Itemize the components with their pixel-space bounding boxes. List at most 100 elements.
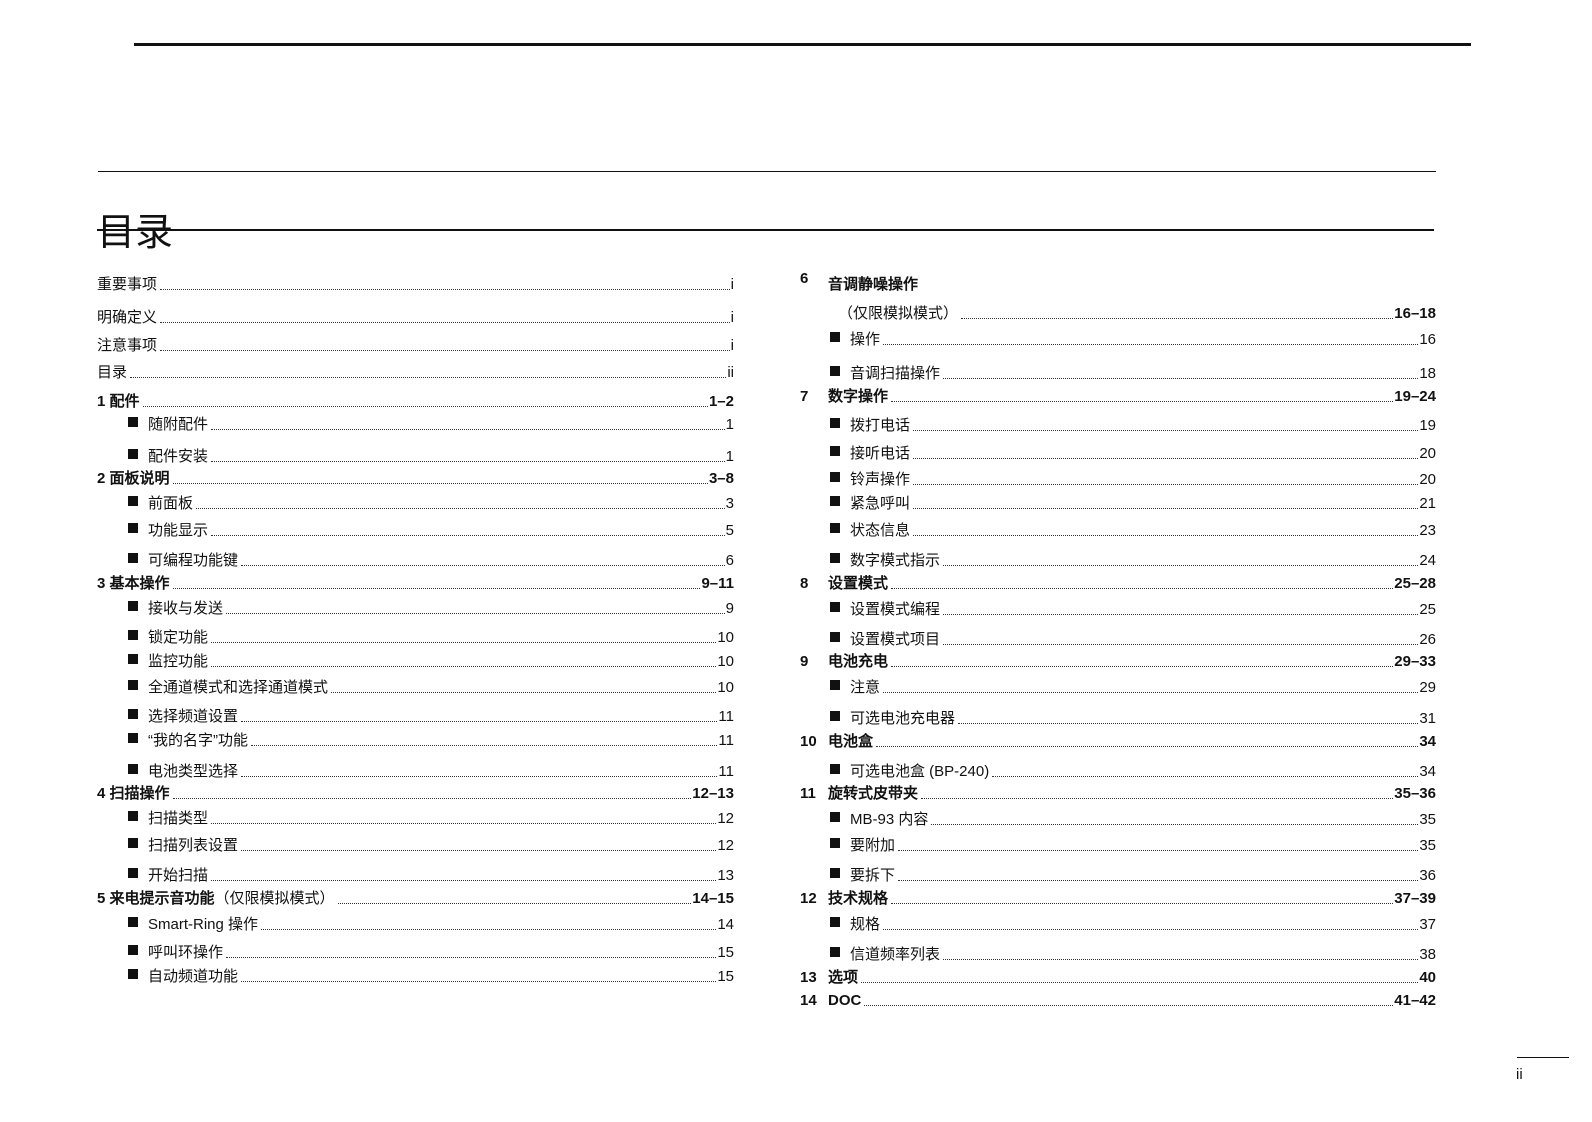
toc-entry[interactable]: 规格 37	[830, 916, 1436, 934]
toc-entry[interactable]: 重要事项 i	[97, 276, 734, 294]
bullet-square-icon	[128, 553, 138, 563]
toc-page-number: 16–18	[1394, 305, 1436, 322]
toc-entry[interactable]: 接收与发送 9	[128, 600, 734, 618]
toc-entry-title: 设置模式项目	[850, 631, 941, 648]
toc-entry[interactable]: 电池类型选择 11	[128, 763, 734, 781]
toc-entry-title: 自动频道功能	[148, 968, 239, 985]
toc-page-number: 29–33	[1394, 653, 1436, 670]
toc-chapter-number: 11	[800, 785, 816, 802]
toc-entry[interactable]: 音调静噪操作	[828, 276, 1436, 294]
toc-entry-title: 音调静噪操作	[828, 276, 919, 293]
toc-entry-title: 技术规格	[828, 890, 889, 907]
dot-leader	[891, 588, 1394, 589]
toc-entry-label: 3 基本操作	[97, 575, 170, 593]
toc-entry[interactable]: 旋转式皮带夹 35–36	[828, 785, 1436, 803]
toc-page-number: 20	[1419, 445, 1436, 462]
toc-entry[interactable]: 可选电池充电器 31	[830, 710, 1436, 728]
toc-entry[interactable]: 数字模式指示 24	[830, 552, 1436, 570]
toc-entry-title: 可编程功能键	[148, 552, 239, 569]
toc-entry[interactable]: 音调扫描操作 18	[830, 365, 1436, 383]
dot-leader	[211, 461, 725, 462]
toc-entry[interactable]: 注意 29	[830, 679, 1436, 697]
toc-entry-title: 注意	[850, 679, 881, 696]
toc-entry[interactable]: 选项 40	[828, 969, 1436, 987]
toc-entry[interactable]: DOC 41–42	[828, 992, 1436, 1010]
dot-leader	[241, 721, 718, 722]
toc-entry[interactable]: 随附配件 1	[128, 416, 734, 434]
toc-page-number: 34	[1419, 763, 1436, 780]
toc-entry[interactable]: 设置模式 25–28	[828, 575, 1436, 593]
toc-entry-title: 接听电话	[850, 445, 911, 462]
toc-entry-title: 呼叫环操作	[148, 944, 224, 961]
bullet-square-icon	[128, 630, 138, 640]
toc-entry-title: （仅限模拟模式）	[838, 305, 959, 322]
bullet-square-icon	[128, 868, 138, 878]
toc-entry-label: 注意	[830, 679, 880, 697]
toc-entry[interactable]: 呼叫环操作 15	[128, 944, 734, 962]
toc-entry-title: 配件安装	[148, 448, 209, 465]
toc-entry[interactable]: 拨打电话 19	[830, 417, 1436, 435]
toc-entry[interactable]: 电池盒 34	[828, 733, 1436, 751]
dot-leader	[913, 484, 1419, 485]
dot-leader	[331, 692, 717, 693]
toc-entry[interactable]: 技术规格 37–39	[828, 890, 1436, 908]
toc-entry[interactable]: 5 来电提示音功能（仅限模拟模式） 14–15	[97, 890, 734, 908]
toc-entry[interactable]: 1 配件 1–2	[97, 393, 734, 411]
toc-entry-label: 数字操作	[828, 388, 888, 406]
toc-entry-title: 数字操作	[828, 388, 889, 405]
toc-entry[interactable]: 紧急呼叫 21	[830, 495, 1436, 513]
toc-entry[interactable]: 要拆下 36	[830, 867, 1436, 885]
toc-entry[interactable]: 可编程功能键 6	[128, 552, 734, 570]
toc-entry[interactable]: 自动频道功能 15	[128, 968, 734, 986]
toc-entry[interactable]: 锁定功能 10	[128, 629, 734, 647]
toc-entry[interactable]: 配件安装 1	[128, 448, 734, 466]
bullet-square-icon	[128, 709, 138, 719]
toc-entry[interactable]: （仅限模拟模式） 16–18	[838, 305, 1436, 323]
toc-entry-title: 电池盒	[828, 733, 874, 750]
toc-entry[interactable]: 开始扫描 13	[128, 867, 734, 885]
toc-page-number: 10	[717, 653, 734, 670]
toc-entry[interactable]: 设置模式编程 25	[830, 601, 1436, 619]
toc-entry[interactable]: 操作 16	[830, 331, 1436, 349]
toc-entry[interactable]: 扫描列表设置 12	[128, 837, 734, 855]
bullet-square-icon	[830, 366, 840, 376]
toc-entry-label: 2 面板说明	[97, 470, 170, 488]
toc-entry[interactable]: 要附加 35	[830, 837, 1436, 855]
toc-entry-label: 紧急呼叫	[830, 495, 910, 513]
bullet-square-icon	[830, 553, 840, 563]
toc-entry-title: 电池充电	[828, 653, 889, 670]
toc-entry[interactable]: 可选电池盒 (BP-240) 34	[830, 763, 1436, 781]
toc-entry[interactable]: 2 面板说明 3–8	[97, 470, 734, 488]
toc-entry[interactable]: 功能显示 5	[128, 522, 734, 540]
toc-entry[interactable]: “我的名字”功能 11	[128, 732, 734, 750]
toc-entry[interactable]: 信道频率列表 38	[830, 946, 1436, 964]
toc-entry[interactable]: 前面板 3	[128, 495, 734, 513]
toc-entry[interactable]: 4 扫描操作 12–13	[97, 785, 734, 803]
toc-entry-title: 选择频道设置	[148, 708, 239, 725]
toc-entry-title: 扫描列表设置	[148, 837, 239, 854]
toc-entry-title: 5 来电提示音功能	[97, 890, 215, 907]
toc-entry[interactable]: 3 基本操作 9–11	[97, 575, 734, 593]
toc-entry[interactable]: 明确定义 i	[97, 309, 734, 327]
toc-entry[interactable]: 铃声操作 20	[830, 471, 1436, 489]
bullet-square-icon	[128, 654, 138, 664]
toc-entry-label: 电池盒	[828, 733, 873, 751]
toc-entry[interactable]: 全通道模式和选择通道模式 10	[128, 679, 734, 697]
toc-entry[interactable]: 注意事项 i	[97, 337, 734, 355]
toc-page-number: 9	[725, 600, 734, 617]
toc-entry[interactable]: 目录 ii	[97, 364, 734, 382]
toc-entry[interactable]: 设置模式项目 26	[830, 631, 1436, 649]
toc-page-number: 25–28	[1394, 575, 1436, 592]
toc-entry[interactable]: 监控功能 10	[128, 653, 734, 671]
toc-entry[interactable]: MB-93 内容 35	[830, 811, 1436, 829]
toc-entry[interactable]: 选择频道设置 11	[128, 708, 734, 726]
toc-entry[interactable]: 扫描类型 12	[128, 810, 734, 828]
toc-entry[interactable]: Smart-Ring 操作 14	[128, 916, 734, 934]
toc-entry[interactable]: 接听电话 20	[830, 445, 1436, 463]
toc-entry[interactable]: 数字操作 19–24	[828, 388, 1436, 406]
toc-entry[interactable]: 电池充电 29–33	[828, 653, 1436, 671]
toc-entry-label: 自动频道功能	[128, 968, 238, 986]
bullet-square-icon	[830, 917, 840, 927]
bullet-square-icon	[128, 601, 138, 611]
toc-entry[interactable]: 状态信息 23	[830, 522, 1436, 540]
